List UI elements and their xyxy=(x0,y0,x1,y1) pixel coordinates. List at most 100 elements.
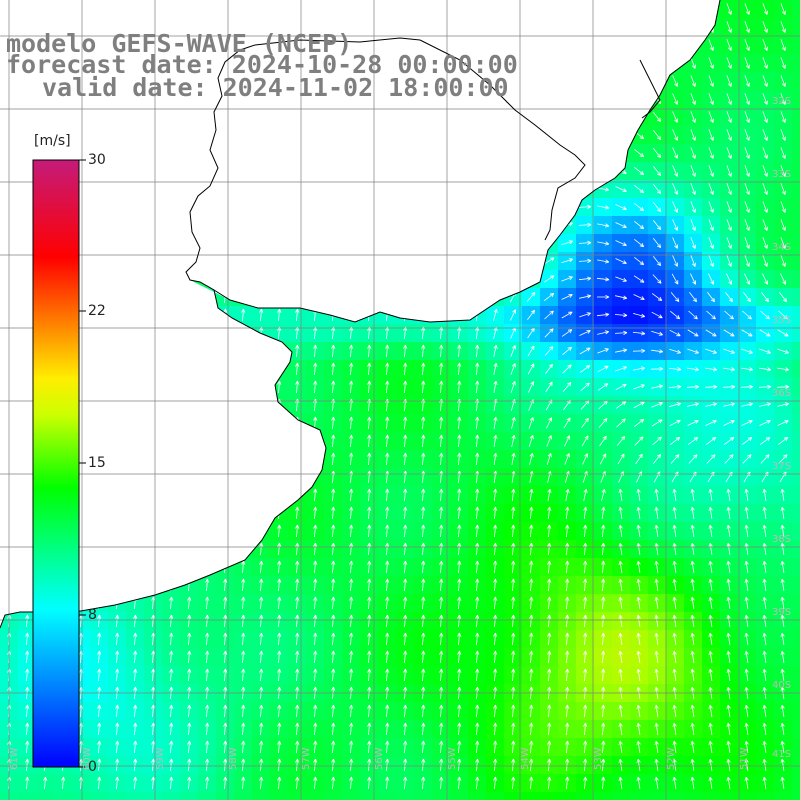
wind-arrow xyxy=(439,668,444,682)
wind-arrow xyxy=(475,452,480,466)
wind-arrow xyxy=(726,3,732,15)
wind-arrow xyxy=(726,237,732,249)
wind-arrow xyxy=(241,614,246,628)
wind-arrow xyxy=(634,166,645,176)
wind-arrow xyxy=(259,632,264,646)
wind-arrow xyxy=(597,348,609,354)
wind-arrow xyxy=(654,650,659,663)
wind-arrow xyxy=(295,776,300,790)
wind-arrow xyxy=(708,237,714,249)
wind-arrow xyxy=(708,596,713,609)
wind-arrow xyxy=(457,632,462,646)
wind-arrow xyxy=(780,129,786,141)
wind-arrow xyxy=(421,776,426,790)
wind-arrow xyxy=(169,704,174,718)
wind-arrow xyxy=(187,596,192,610)
wind-arrow xyxy=(708,614,713,627)
wind-arrow xyxy=(741,420,753,426)
wind-arrow xyxy=(726,57,732,69)
wind-arrow xyxy=(526,292,536,302)
field-cell xyxy=(792,630,800,649)
wind-arrow xyxy=(578,258,592,263)
wind-arrow xyxy=(187,722,192,736)
wind-arrow xyxy=(475,650,480,664)
wind-arrow xyxy=(223,668,228,682)
wind-arrow xyxy=(439,524,444,538)
wind-arrow xyxy=(277,560,282,574)
wind-arrow xyxy=(672,560,677,573)
wind-arrow xyxy=(669,329,681,337)
wind-arrow xyxy=(349,578,354,592)
wind-arrow xyxy=(241,596,246,610)
wind-arrow xyxy=(654,488,659,501)
wind-arrow xyxy=(475,362,480,376)
wind-arrow xyxy=(780,722,785,735)
wind-arrow xyxy=(652,453,662,464)
wind-arrow xyxy=(439,488,444,502)
wind-arrow xyxy=(511,614,516,628)
wind-arrow xyxy=(633,294,645,300)
wind-arrow xyxy=(475,524,480,538)
wind-arrow xyxy=(669,436,681,446)
wind-arrow xyxy=(259,668,264,682)
wind-arrow xyxy=(223,758,228,772)
wind-arrow xyxy=(687,402,700,407)
wind-arrow xyxy=(688,454,698,464)
wind-arrow xyxy=(349,434,354,448)
wind-arrow xyxy=(597,187,610,192)
wind-arrow xyxy=(759,402,772,407)
wind-arrow xyxy=(579,365,591,373)
wind-arrow xyxy=(565,776,570,790)
wind-arrow xyxy=(565,740,570,754)
wind-arrow xyxy=(762,650,767,663)
wind-arrow xyxy=(614,330,628,335)
wind-arrow xyxy=(295,362,300,376)
wind-arrow xyxy=(615,348,628,353)
wind-arrow xyxy=(636,758,641,771)
wind-arrow xyxy=(726,201,732,213)
wind-arrow xyxy=(493,416,498,429)
wind-arrow xyxy=(636,704,641,717)
wind-arrow xyxy=(726,632,731,645)
wind-arrow xyxy=(690,75,696,87)
wind-arrow xyxy=(780,488,785,501)
wind-arrow xyxy=(780,650,785,663)
wind-arrow xyxy=(205,614,210,628)
wind-arrow xyxy=(223,740,228,754)
wind-arrow xyxy=(205,668,210,682)
wind-arrow xyxy=(331,434,336,448)
wind-arrow xyxy=(690,93,696,105)
lat-label: 41S xyxy=(772,749,791,760)
wind-arrow xyxy=(349,506,354,520)
wind-arrow xyxy=(744,704,749,717)
field-cell xyxy=(792,216,800,235)
wind-arrow xyxy=(723,437,735,445)
wind-arrow xyxy=(544,346,554,356)
wind-arrow xyxy=(597,223,610,228)
wind-arrow xyxy=(583,596,588,610)
wind-arrow xyxy=(618,632,623,645)
wind-arrow xyxy=(457,578,462,592)
field-cell xyxy=(396,792,415,800)
field-cell xyxy=(792,144,800,163)
wind-arrow xyxy=(331,326,336,340)
wind-arrow xyxy=(762,596,767,609)
wind-arrow xyxy=(744,560,749,573)
wind-arrow xyxy=(543,257,555,265)
wind-arrow xyxy=(634,148,645,158)
wind-arrow xyxy=(759,420,771,426)
field-cell xyxy=(720,792,739,800)
wind-arrow xyxy=(259,542,264,556)
wind-arrow xyxy=(385,380,390,394)
wind-arrow xyxy=(493,758,498,772)
field-cell xyxy=(144,792,163,800)
wind-arrow xyxy=(421,362,426,376)
wind-arrow xyxy=(349,380,354,394)
wind-arrow xyxy=(651,311,663,319)
wind-arrow xyxy=(762,255,768,267)
wind-arrow xyxy=(690,776,695,789)
wind-arrow xyxy=(403,542,408,556)
wind-arrow xyxy=(669,402,682,407)
wind-arrow xyxy=(780,3,786,15)
wind-arrow xyxy=(615,240,627,246)
